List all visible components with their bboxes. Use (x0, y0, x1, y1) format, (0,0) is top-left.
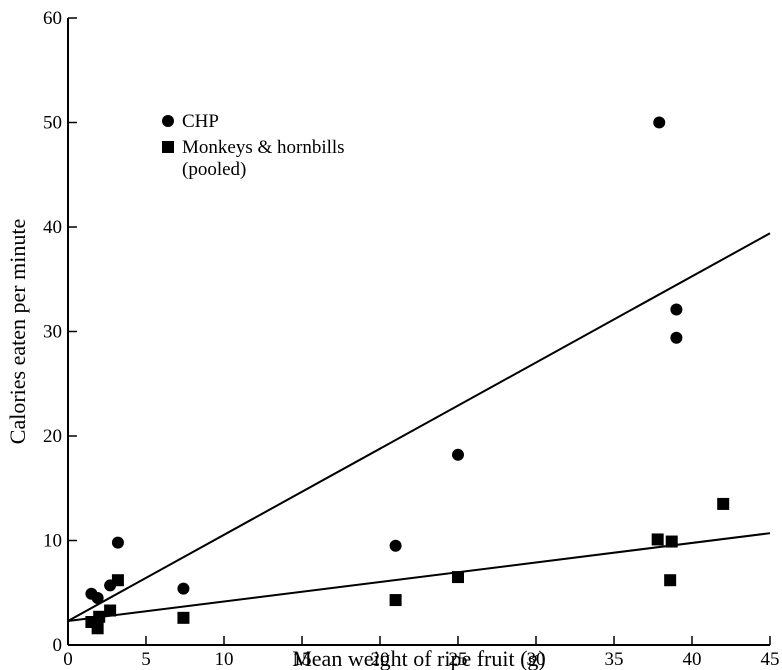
point-square (664, 574, 677, 587)
point-circle (111, 536, 124, 549)
y-tick-label: 40 (43, 217, 62, 238)
legend: CHP Monkeys & hornbills(pooled) (162, 111, 345, 180)
legend-label: CHP (182, 111, 219, 132)
y-tick-label: 0 (53, 635, 63, 656)
x-tick-label: 5 (141, 649, 151, 670)
point-square (452, 571, 464, 584)
x-tick-label: 10 (215, 649, 234, 670)
y-tick-label: 10 (43, 531, 62, 552)
axes: 0 5 10 15 20 25 30 35 40 45 0 10 20 30 40 50 60 (43, 8, 780, 670)
point-circle (670, 331, 683, 344)
y-tick-label: 50 (43, 113, 62, 134)
data-points (85, 116, 730, 635)
x-tick-label: 15 (293, 649, 312, 670)
y-tick-label: 60 (43, 8, 62, 29)
point-square (665, 535, 678, 548)
point-square (91, 622, 104, 635)
point-square (93, 610, 106, 623)
x-tick-label: 45 (761, 649, 780, 670)
legend-marker-circle (162, 115, 174, 127)
point-circle (389, 539, 402, 552)
regression-lines (67, 232, 771, 622)
point-square (104, 604, 117, 617)
y-axis-label: Calories eaten per minute (5, 219, 30, 444)
x-tick-label: 20 (371, 649, 390, 670)
legend-label: (pooled) (182, 159, 246, 180)
legend-marker-square (162, 141, 174, 153)
point-circle (670, 303, 683, 316)
point-circle (91, 591, 104, 604)
x-axis-label: Mean weight of ripe fruit (g) (292, 646, 546, 670)
x-tick-label: 30 (527, 649, 546, 670)
x-tick-label: 35 (605, 649, 624, 670)
legend-label: Monkeys & hornbills (182, 137, 345, 158)
point-square (177, 611, 190, 624)
point-square (651, 533, 664, 546)
x-tick-label: 25 (449, 649, 468, 670)
point-square (389, 594, 402, 607)
x-tick-label: 0 (63, 649, 73, 670)
fit-line-series-1 (67, 532, 771, 622)
point-circle (177, 582, 190, 595)
point-circle (653, 116, 666, 129)
point-square (111, 574, 124, 587)
y-tick-label: 20 (43, 426, 62, 447)
y-tick-label: 30 (43, 322, 62, 343)
fit-line-series-0 (67, 232, 771, 622)
x-tick-label: 40 (683, 649, 702, 670)
point-square (717, 497, 730, 510)
point-circle (452, 448, 464, 461)
